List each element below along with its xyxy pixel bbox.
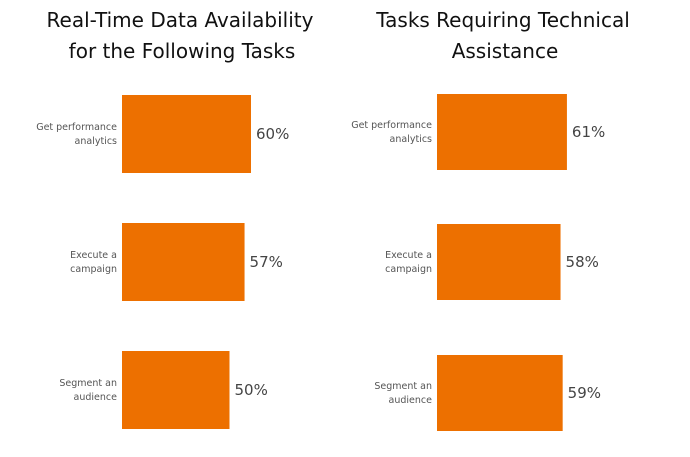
value-label: 60% bbox=[256, 125, 289, 143]
value-label: 58% bbox=[566, 253, 599, 271]
value-label: 61% bbox=[572, 123, 605, 141]
bar bbox=[122, 351, 230, 429]
chart-title-line: Assistance bbox=[452, 39, 559, 63]
bar bbox=[122, 95, 251, 173]
bars-group: 60% Get performance analytics 57% Execute a c… bbox=[36, 95, 289, 429]
bars-group: 61% Get performance analytics 58% Execute a c… bbox=[351, 94, 605, 431]
chart-title-line: Real-Time Data Availability bbox=[47, 8, 314, 32]
chart-title-line: Tasks Requiring Technical bbox=[375, 8, 630, 32]
category-label: Get performance bbox=[351, 120, 432, 131]
category-label: Get performance bbox=[36, 122, 117, 133]
bar bbox=[437, 355, 563, 431]
category-label: audience bbox=[74, 392, 118, 403]
bar bbox=[437, 224, 561, 300]
chart-panel-technical-assistance: Tasks Requiring Technical Assistance 61%… bbox=[351, 8, 630, 431]
value-label: 50% bbox=[235, 381, 268, 399]
chart-panel-realtime-data: Real-Time Data Availability for the Foll… bbox=[36, 8, 314, 429]
value-label: 57% bbox=[250, 253, 283, 271]
category-label: analytics bbox=[390, 134, 433, 145]
bar bbox=[437, 94, 567, 170]
category-label: Segment an bbox=[59, 378, 117, 389]
category-label: campaign bbox=[385, 264, 432, 275]
category-label: Execute a bbox=[70, 250, 117, 261]
bar bbox=[122, 223, 245, 301]
value-label: 59% bbox=[568, 384, 601, 402]
category-label: analytics bbox=[75, 136, 118, 147]
category-label: Segment an bbox=[374, 381, 432, 392]
category-label: campaign bbox=[70, 264, 117, 275]
category-label: Execute a bbox=[385, 250, 432, 261]
category-label: audience bbox=[389, 395, 433, 406]
chart-title-line: for the Following Tasks bbox=[69, 39, 296, 63]
